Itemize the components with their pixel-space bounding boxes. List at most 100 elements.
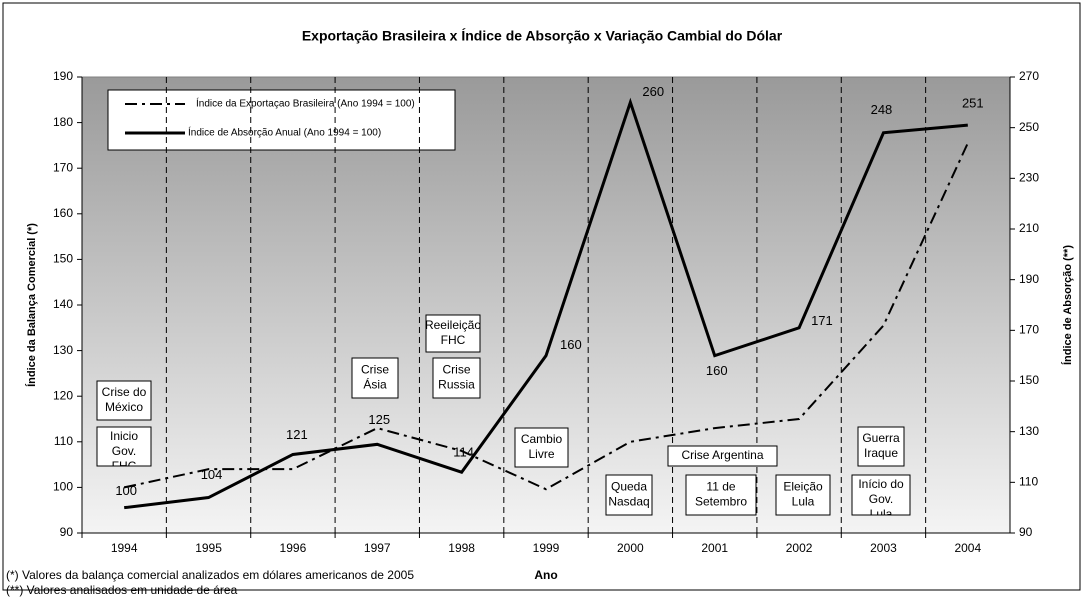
y2-tick-label: 150 xyxy=(1019,373,1039,387)
annotation-text: FHC xyxy=(112,459,137,473)
y-tick-label: 150 xyxy=(53,252,73,266)
data-label: 104 xyxy=(201,467,223,482)
annotation-box xyxy=(514,427,569,468)
y-tick-label: 130 xyxy=(53,343,73,357)
annotation-text: Crise Argentina xyxy=(681,448,763,462)
annotation-text: Lula xyxy=(792,495,815,509)
x-tick-label: 2001 xyxy=(701,541,728,555)
annotation-box xyxy=(425,314,481,353)
annotation-text: Cambio xyxy=(521,432,563,446)
y2-tick-label: 230 xyxy=(1019,171,1039,185)
annotation-text: Gov. xyxy=(869,492,893,506)
annotation-text: Gov. xyxy=(112,444,136,458)
annotation-text: Reeileição xyxy=(425,318,481,332)
y-tick-label: 160 xyxy=(53,206,73,220)
data-label: 121 xyxy=(286,427,308,442)
y-tick-label: 190 xyxy=(53,69,73,83)
annotation-text: Crise xyxy=(442,363,470,377)
annotation-text: FHC xyxy=(441,333,466,347)
annotation-text: Crise do xyxy=(102,385,147,399)
y2-tick-label: 130 xyxy=(1019,424,1039,438)
footnote: (**) Valores analisados em unidade de ár… xyxy=(6,583,238,597)
annotation-box xyxy=(605,474,653,516)
y-tick-label: 110 xyxy=(54,434,73,448)
annotation-box xyxy=(96,380,152,421)
annotation-box xyxy=(351,357,399,399)
y2-tick-label: 270 xyxy=(1019,69,1039,83)
x-tick-label: 1995 xyxy=(195,541,222,555)
annotation-text: Setembro xyxy=(695,495,747,509)
x-tick-label: 1999 xyxy=(533,541,560,555)
annotation-box xyxy=(685,474,757,516)
annotation-text: Ásia xyxy=(363,377,387,392)
annotation-text: Livre xyxy=(528,447,554,461)
y2-tick-label: 170 xyxy=(1019,323,1039,337)
data-label: 160 xyxy=(560,337,582,352)
annotation-text: Guerra xyxy=(862,431,900,445)
y2-tick-label: 190 xyxy=(1019,272,1039,286)
annotation-box xyxy=(851,474,911,516)
footnote: (*) Valores da balança comercial analiza… xyxy=(6,568,414,582)
y-tick-label: 90 xyxy=(60,525,74,539)
chart-title: Exportação Brasileira x Índice de Absorç… xyxy=(302,28,783,44)
data-label: 171 xyxy=(811,313,833,328)
y-tick-label: 180 xyxy=(53,115,73,129)
annotation-text: Russia xyxy=(438,378,475,392)
data-label: 260 xyxy=(642,84,664,99)
x-tick-label: 2000 xyxy=(617,541,644,555)
y-axis-label: Índice da Balança Comercial (*) xyxy=(25,223,38,387)
annotation-box xyxy=(96,426,152,467)
x-tick-label: 1997 xyxy=(364,541,391,555)
annotation-text: Crise xyxy=(361,363,389,377)
y2-tick-label: 110 xyxy=(1019,475,1038,489)
annotation-box xyxy=(857,426,905,467)
data-label: 114 xyxy=(453,445,474,460)
x-tick-label: 1994 xyxy=(111,541,138,555)
annotation-text: Início do xyxy=(858,477,904,491)
data-label: 125 xyxy=(368,412,390,427)
annotation-text: Queda xyxy=(611,480,647,494)
legend xyxy=(107,89,456,151)
legend-label: Índice de Absorção Anual (Ano 1994 = 100… xyxy=(188,126,381,139)
data-label: 100 xyxy=(115,483,137,498)
annotation-text: Inicio xyxy=(110,429,138,443)
data-label: 160 xyxy=(706,363,728,378)
annotation-box xyxy=(775,474,831,516)
y2-axis-label: Índice de Absorção (**) xyxy=(1061,245,1074,365)
y-tick-label: 100 xyxy=(53,480,73,494)
y-tick-label: 170 xyxy=(53,160,73,174)
x-tick-label: 1996 xyxy=(280,541,307,555)
y2-tick-label: 250 xyxy=(1019,120,1039,134)
annotation-text: Nasdaq xyxy=(608,495,649,509)
legend-label: Índice da Exportaçao Brasileira (Ano 199… xyxy=(196,97,415,110)
x-tick-label: 1998 xyxy=(448,541,475,555)
data-label: 251 xyxy=(962,96,984,111)
annotation-text: Iraque xyxy=(864,446,898,460)
annotation-text: 11 de xyxy=(706,480,735,494)
x-tick-label: 2004 xyxy=(954,541,981,555)
annotation: Crise Argentina xyxy=(681,448,763,462)
annotation-text: Eleição xyxy=(783,480,823,494)
x-axis-label: Ano xyxy=(534,568,557,582)
y-tick-label: 120 xyxy=(53,388,73,402)
annotation-text: Lula xyxy=(870,507,893,521)
annotation-text: México xyxy=(105,400,143,414)
y2-tick-label: 210 xyxy=(1019,221,1039,235)
data-label: 248 xyxy=(871,102,893,117)
x-tick-label: 2003 xyxy=(870,541,897,555)
annotation-box xyxy=(432,357,481,399)
x-tick-label: 2002 xyxy=(786,541,813,555)
y-tick-label: 140 xyxy=(53,297,73,311)
y2-tick-label: 90 xyxy=(1019,525,1033,539)
